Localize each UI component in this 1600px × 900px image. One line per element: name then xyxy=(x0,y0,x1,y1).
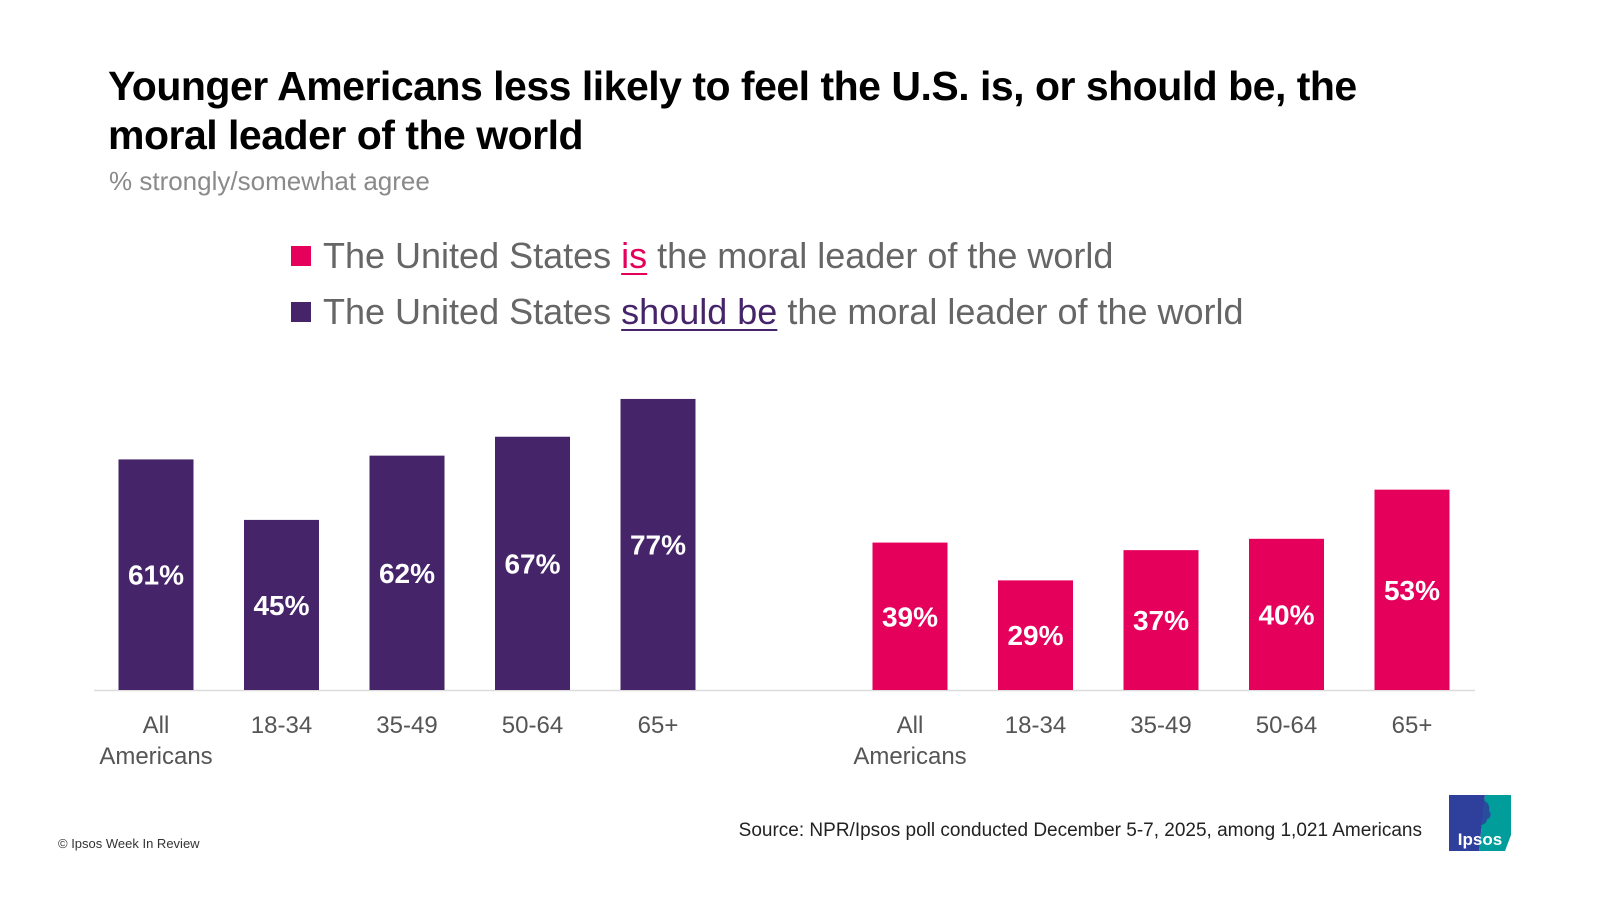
legend: The United States is the moral leader of… xyxy=(291,228,1244,340)
data-label: 77% xyxy=(630,529,686,560)
bar xyxy=(998,580,1073,690)
data-label: 37% xyxy=(1133,605,1189,636)
legend-suffix: the moral leader of the world xyxy=(777,291,1244,332)
logo-text: Ipsos xyxy=(1458,830,1502,849)
data-label: 29% xyxy=(1007,620,1063,651)
x-tick-label: 18-34 xyxy=(251,712,312,739)
legend-prefix: The United States xyxy=(323,291,622,332)
legend-highlight-should-be: should be xyxy=(621,291,778,332)
copyright: © Ipsos Week In Review xyxy=(58,836,200,851)
x-tick-label: 50-64 xyxy=(1256,712,1317,739)
legend-suffix: the moral leader of the world xyxy=(647,235,1114,276)
x-tick-label: 65+ xyxy=(638,712,679,739)
ipsos-logo: Ipsos xyxy=(1449,795,1511,851)
data-label: 62% xyxy=(379,558,435,589)
legend-swatch-is xyxy=(291,246,311,266)
legend-swatch-should-be xyxy=(291,302,311,322)
x-tick-label: All Americans xyxy=(853,712,966,770)
bar xyxy=(244,519,319,690)
data-label: 39% xyxy=(882,601,938,632)
bar xyxy=(118,459,194,690)
bar xyxy=(495,436,570,690)
chart-subtitle: % strongly/somewhat agree xyxy=(109,166,430,196)
legend-item-is: The United States is the moral leader of… xyxy=(291,228,1244,284)
x-tick-label: 65+ xyxy=(1392,712,1433,739)
x-tick-label: 50-64 xyxy=(502,712,563,739)
legend-prefix: The United States xyxy=(323,235,622,276)
bar xyxy=(1123,550,1199,690)
source-note: Source: NPR/Ipsos poll conducted Decembe… xyxy=(738,820,1422,841)
bar xyxy=(1249,538,1324,690)
bar xyxy=(369,455,445,690)
bar xyxy=(1374,489,1450,690)
bar xyxy=(620,398,696,690)
legend-highlight-is: is xyxy=(621,235,648,276)
x-tick-label: 35-49 xyxy=(376,712,437,739)
bar xyxy=(872,542,948,690)
legend-item-should-be: The United States should be the moral le… xyxy=(291,284,1244,340)
data-label: 53% xyxy=(1384,575,1440,606)
x-tick-label: 18-34 xyxy=(1005,712,1066,739)
x-tick-label: 35-49 xyxy=(1130,712,1191,739)
series-should-be: 61% All Americans 45% 18-34 62% 35-49 67% 50-64 7… xyxy=(99,398,696,770)
data-label: 40% xyxy=(1258,599,1314,630)
data-label: 45% xyxy=(253,590,309,621)
series-is: 39% All Americans 29% 18-34 37% 35-49 40% 50-64 5… xyxy=(853,489,1450,770)
data-label: 61% xyxy=(128,560,184,591)
x-tick-label: All Americans xyxy=(99,712,212,770)
data-label: 67% xyxy=(504,548,560,579)
chart-title: Younger Americans less likely to feel th… xyxy=(108,63,1357,158)
